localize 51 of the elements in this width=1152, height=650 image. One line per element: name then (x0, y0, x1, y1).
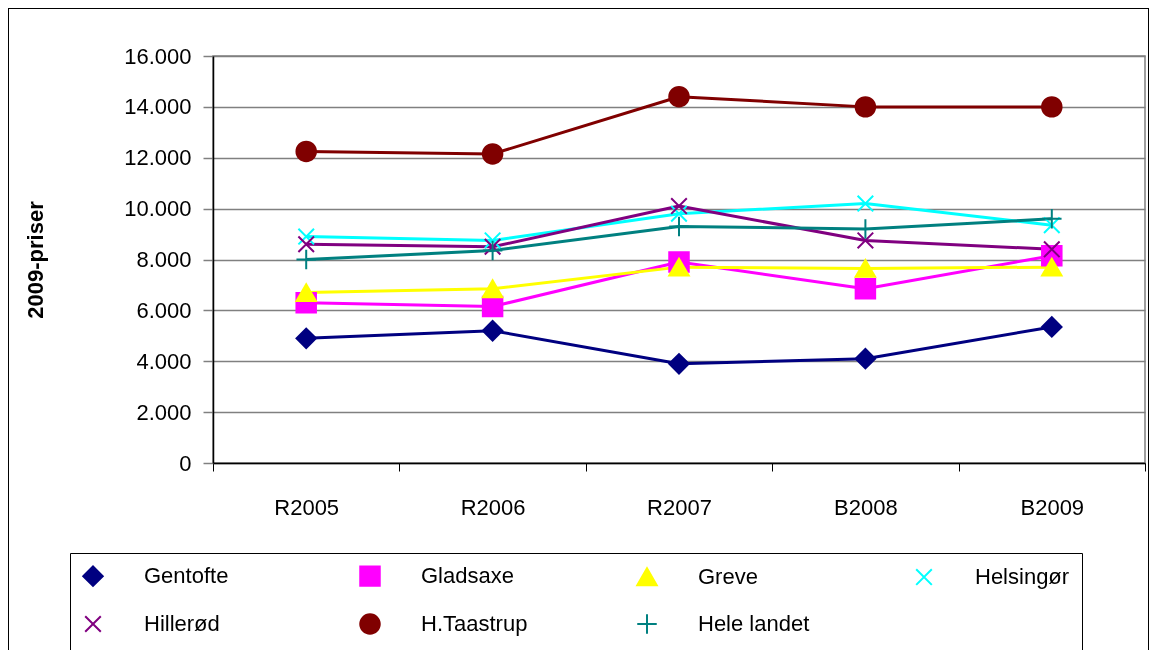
point (668, 85, 690, 108)
point (295, 283, 317, 303)
legend-label: Helsingør (975, 564, 1070, 590)
point (481, 239, 504, 262)
point (483, 231, 502, 250)
y-tick-label: 0 (179, 450, 192, 476)
point (856, 231, 875, 250)
y-tick-label: 8.000 (136, 247, 192, 272)
point (854, 278, 877, 300)
point (1043, 240, 1061, 259)
point (670, 197, 688, 215)
y-tick-label: 12.000 (124, 145, 192, 171)
point (670, 204, 688, 223)
point (295, 248, 317, 271)
x-tick-label: B2009 (1020, 494, 1085, 520)
x-tick-label: R2005 (274, 494, 340, 520)
point (668, 353, 690, 375)
y-tick-label: 6.000 (136, 297, 192, 323)
point (854, 96, 877, 118)
point (854, 258, 877, 278)
point (295, 327, 317, 350)
legend-label: Hele landet (698, 611, 810, 636)
legend-label: Greve (698, 563, 758, 589)
legend-label: H.Taastrup (421, 611, 528, 636)
point (481, 319, 504, 342)
point (1041, 257, 1063, 277)
legend-label: Hillerød (144, 611, 220, 636)
point (483, 237, 502, 256)
point (854, 347, 877, 370)
point (481, 143, 504, 165)
y-tick-label: 4.000 (136, 348, 192, 374)
point (1041, 208, 1063, 230)
y-tick-label: 14.000 (124, 94, 192, 120)
point (1041, 316, 1063, 338)
y-axis-title: 2009-priser (22, 200, 48, 319)
point (668, 257, 690, 277)
point (297, 227, 315, 246)
point (1043, 216, 1061, 234)
x-tick-label: R2006 (460, 494, 526, 520)
y-tick-label: 10.000 (124, 196, 192, 222)
point (481, 279, 504, 299)
point (1041, 96, 1063, 118)
x-tick-label: B2008 (834, 494, 898, 520)
point (295, 140, 317, 163)
point (297, 235, 315, 254)
x-tick-label: R2007 (647, 494, 712, 520)
legend-label: Gentofte (144, 563, 229, 589)
y-tick-label: 16.000 (124, 43, 192, 69)
y-tick-label: 2.000 (136, 399, 192, 425)
legend-label: Gladsaxe (421, 563, 514, 589)
point (856, 194, 875, 213)
